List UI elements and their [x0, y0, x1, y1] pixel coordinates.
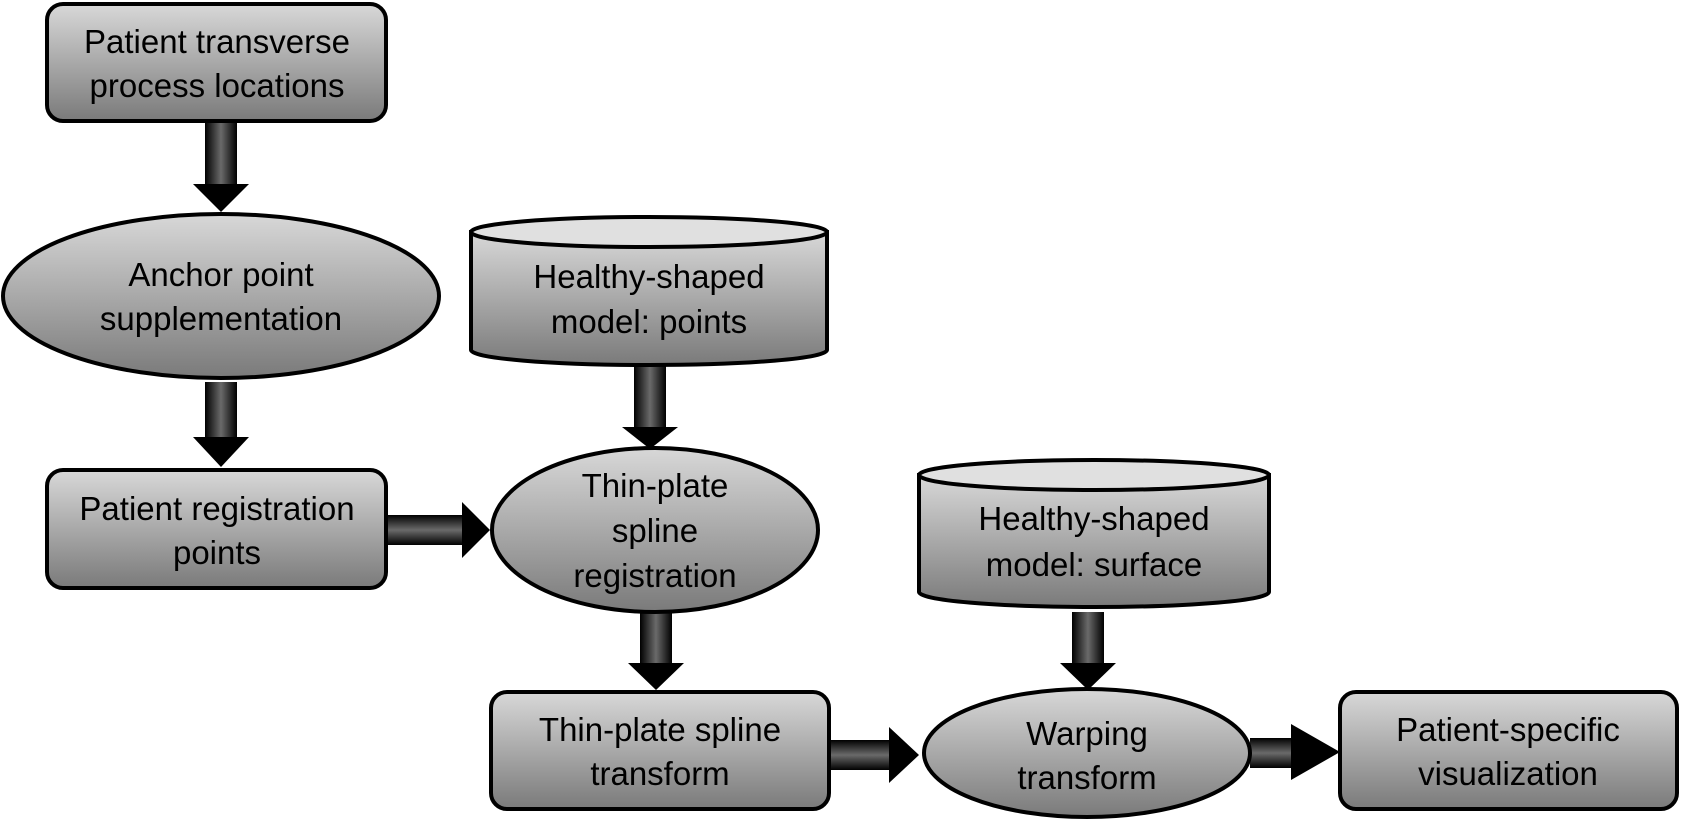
node-warping-transform: Warping transform: [922, 687, 1252, 819]
node-text-line-2: process locations: [90, 67, 345, 104]
arrow-patient-tp-to-anchor: [193, 123, 249, 212]
node-patient-specific-visualization: Patient-specific visualization: [1338, 690, 1679, 811]
node-text-line-2: visualization: [1418, 755, 1598, 792]
node-text-line-1: Warping: [1026, 715, 1148, 752]
arrow-tps-transform-to-warping: [830, 727, 919, 783]
node-healthy-shaped-model-points: Healthy-shaped model: points: [469, 215, 829, 367]
arrow-model-surface-to-warping: [1060, 612, 1116, 690]
node-anchor-point-supplementation: Anchor point supplementation: [1, 212, 441, 380]
arrow-tps-registration-to-tps-transform: [628, 612, 684, 690]
node-patient-transverse-process-locations: Patient transverse process locations: [45, 2, 388, 123]
node-text-line-1: Healthy-shaped: [533, 258, 764, 295]
node-thin-plate-spline-registration: Thin-plate spline registration: [490, 446, 820, 614]
arrow-registration-points-to-tps-registration: [387, 502, 490, 558]
node-text-line-3: registration: [573, 557, 736, 594]
node-text-line-2: model: points: [551, 303, 747, 340]
node-text-line-1: Patient registration: [79, 490, 354, 527]
node-text-line-1: Patient-specific: [1396, 711, 1620, 748]
arrow-anchor-to-registration-points: [193, 382, 249, 467]
node-text-line-1: Thin-plate spline: [539, 711, 781, 748]
node-text-line-1: Anchor point: [128, 256, 313, 293]
node-text-line-2: points: [173, 534, 261, 571]
node-text-line-1: Thin-plate: [582, 467, 729, 504]
node-patient-registration-points: Patient registration points: [45, 468, 388, 590]
node-text-line-2: spline: [612, 512, 698, 549]
arrow-warping-to-visualization: [1250, 724, 1340, 780]
node-text-line-2: supplementation: [100, 300, 342, 337]
node-text-line-1: Patient transverse: [84, 23, 350, 60]
node-text-line-2: transform: [590, 755, 729, 792]
arrow-model-points-to-tps-registration: [622, 366, 678, 449]
node-healthy-shaped-model-surface: Healthy-shaped model: surface: [917, 458, 1271, 609]
node-text-line-2: transform: [1017, 759, 1156, 796]
node-text-line-2: model: surface: [986, 546, 1202, 583]
node-text-line-1: Healthy-shaped: [978, 500, 1209, 537]
node-thin-plate-spline-transform: Thin-plate spline transform: [489, 690, 831, 811]
